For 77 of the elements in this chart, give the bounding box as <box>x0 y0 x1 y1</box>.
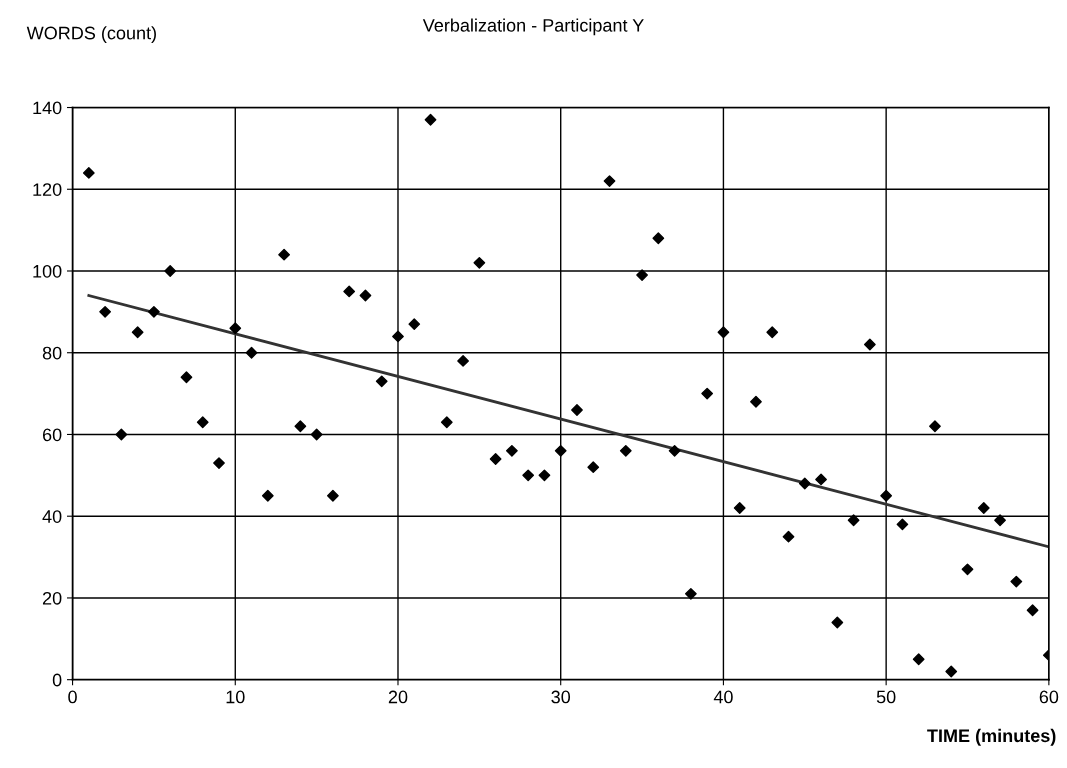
point <box>880 489 893 502</box>
x-tick-label: 60 <box>1039 690 1059 704</box>
point <box>148 305 160 318</box>
point <box>278 248 290 261</box>
point <box>440 416 453 429</box>
point <box>847 514 860 527</box>
x-tick-label: 0 <box>68 690 77 704</box>
point <box>82 167 95 179</box>
point <box>196 416 209 429</box>
point <box>343 285 356 298</box>
x-axis-title: TIME (minutes) <box>927 728 1056 746</box>
point <box>213 457 225 469</box>
point <box>912 653 925 666</box>
point <box>896 518 909 531</box>
point <box>294 420 307 433</box>
x-tick-label: 40 <box>713 690 733 704</box>
point <box>164 265 177 277</box>
point <box>554 444 567 457</box>
point <box>473 256 486 269</box>
point <box>717 326 730 339</box>
point <box>619 444 632 457</box>
point <box>359 289 372 302</box>
point <box>750 395 762 408</box>
point <box>994 514 1006 527</box>
y-tick-label: 60 <box>42 428 62 442</box>
point <box>684 587 697 600</box>
point <box>815 473 827 486</box>
point <box>766 326 779 339</box>
point <box>310 428 323 441</box>
point <box>733 502 746 514</box>
point <box>457 355 469 367</box>
point <box>782 530 795 543</box>
point <box>636 269 648 281</box>
point <box>99 305 111 318</box>
point <box>392 330 404 343</box>
point <box>652 232 665 245</box>
point <box>1010 575 1023 588</box>
point <box>701 387 714 400</box>
point <box>408 318 421 331</box>
y-tick-label: 140 <box>33 101 62 115</box>
point <box>245 346 258 359</box>
point <box>603 175 616 187</box>
point <box>506 444 518 457</box>
point <box>229 322 242 335</box>
y-tick-label: 0 <box>52 673 62 687</box>
point <box>945 665 958 678</box>
point <box>489 453 502 465</box>
y-tick-label: 80 <box>42 346 62 360</box>
chart-title: Verbalization - Participant Y <box>422 18 644 36</box>
point <box>831 616 844 629</box>
point <box>798 477 811 490</box>
point <box>522 469 535 482</box>
point <box>668 444 681 457</box>
point <box>115 428 128 441</box>
point <box>571 404 583 416</box>
point <box>131 326 144 339</box>
point <box>327 489 339 502</box>
y-axis-title: WORDS (count) <box>26 26 156 43</box>
point <box>961 563 974 576</box>
point <box>538 469 551 482</box>
x-tick-label: 10 <box>226 690 245 704</box>
x-tick-label: 30 <box>551 690 571 704</box>
y-tick-label: 100 <box>33 264 62 278</box>
point <box>180 371 193 384</box>
y-tick-label: 40 <box>42 510 62 523</box>
point <box>587 461 600 474</box>
x-tick-label: 20 <box>388 690 408 704</box>
point <box>977 502 990 514</box>
point <box>1026 604 1039 617</box>
y-tick-label: 120 <box>33 183 62 196</box>
point <box>863 338 876 351</box>
point <box>929 420 941 433</box>
point <box>424 113 437 126</box>
x-tick-label: 50 <box>876 690 896 704</box>
point <box>261 489 274 502</box>
y-tick-label: 20 <box>42 591 62 605</box>
point <box>375 375 388 388</box>
